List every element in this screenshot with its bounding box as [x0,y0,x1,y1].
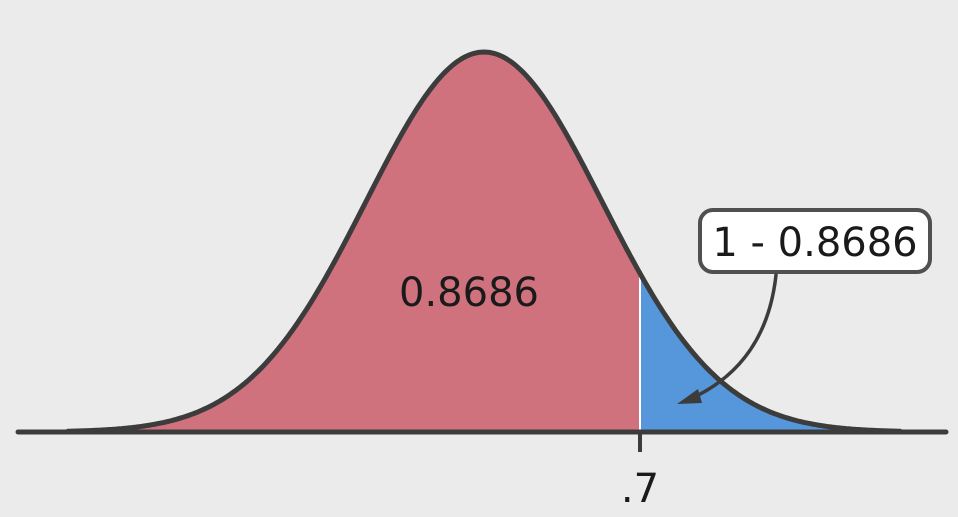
callout-label: 1 - 0.8686 [712,220,917,266]
callout-box [698,208,932,274]
right-area-region [640,273,900,432]
callout-arrowhead-icon [677,389,702,404]
bell-curve-line [65,49,903,434]
left-area-label: 0.8686 [399,270,539,316]
cutoff-tick-label: .7 [621,466,659,512]
callout-arrow-icon [686,273,778,402]
left-area-region [68,52,640,432]
